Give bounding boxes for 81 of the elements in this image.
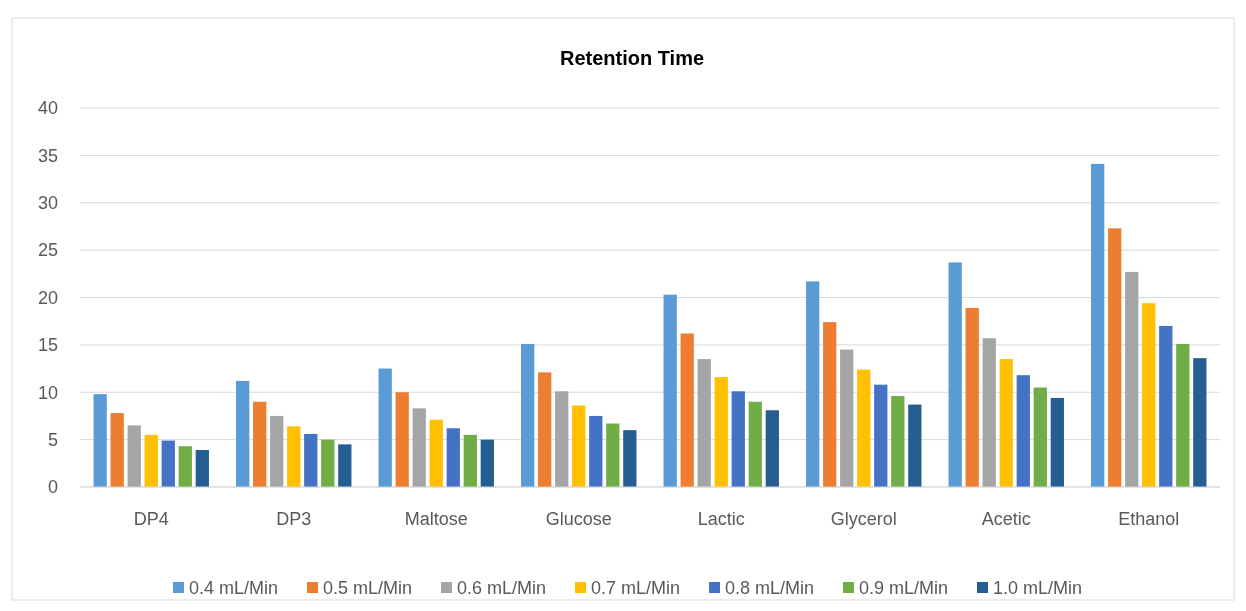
bar	[948, 262, 962, 487]
bar	[697, 359, 711, 487]
bar	[806, 281, 820, 487]
bar	[1125, 271, 1139, 487]
bar	[908, 404, 922, 487]
x-tick-label: Glucose	[545, 509, 612, 529]
bar	[1193, 358, 1207, 487]
bar	[446, 428, 460, 487]
bar	[589, 415, 603, 487]
legend-label: 0.6 mL/Min	[457, 578, 547, 599]
bar	[714, 377, 728, 487]
y-tick-label: 5	[47, 429, 58, 450]
bar	[1159, 325, 1173, 487]
bar	[555, 391, 569, 487]
bar	[161, 440, 175, 487]
bar	[463, 434, 477, 487]
bar	[874, 384, 888, 487]
x-tick-label: Glycerol	[830, 509, 897, 529]
legend-label: 0.7 mL/Min	[591, 578, 681, 599]
bar	[606, 423, 620, 487]
x-tick-label: Acetic	[981, 509, 1031, 529]
bar	[321, 439, 335, 487]
bar	[144, 434, 158, 487]
bar	[521, 343, 535, 487]
bar	[236, 380, 250, 487]
bar	[287, 426, 301, 487]
bar	[891, 396, 905, 487]
bar	[1091, 163, 1105, 487]
legend-label: 0.5 mL/Min	[323, 578, 413, 599]
bar	[270, 415, 284, 487]
bar	[1016, 375, 1030, 487]
bar	[93, 394, 107, 487]
bar	[765, 410, 779, 487]
bar	[623, 430, 637, 487]
bar	[999, 359, 1013, 487]
legend-label: 0.8 mL/Min	[725, 578, 815, 599]
legend-label: 0.4 mL/Min	[189, 578, 279, 599]
bar	[748, 401, 762, 487]
bar	[412, 408, 426, 487]
bar	[1108, 228, 1122, 487]
bar	[253, 401, 267, 487]
bar	[178, 446, 192, 487]
x-tick-label: Maltose	[404, 509, 468, 529]
x-tick-label: DP4	[133, 509, 169, 529]
x-tick-label: Ethanol	[1118, 509, 1180, 529]
bar	[304, 433, 318, 487]
y-tick-label: 30	[37, 193, 58, 214]
bar	[823, 322, 837, 487]
bar	[965, 307, 979, 487]
x-tick-label: DP3	[276, 509, 312, 529]
bar	[378, 368, 392, 487]
bar	[982, 338, 996, 487]
bar	[538, 372, 552, 487]
y-tick-label: 10	[37, 382, 58, 403]
legend-label: 0.9 mL/Min	[859, 578, 949, 599]
y-tick-label: 20	[37, 287, 58, 308]
bar	[731, 391, 745, 487]
bar	[338, 444, 352, 487]
bar	[480, 439, 494, 487]
y-tick-label: 15	[37, 335, 58, 356]
bar	[395, 392, 409, 487]
chart-title: Retention Time	[559, 47, 705, 69]
bar	[1033, 387, 1047, 487]
bar	[840, 349, 854, 487]
bar	[1142, 303, 1156, 487]
bar	[663, 294, 677, 487]
bar	[1050, 397, 1064, 487]
y-tick-label: 25	[37, 240, 58, 261]
bar	[127, 425, 141, 487]
y-tick-label: 0	[47, 477, 58, 498]
bar	[429, 419, 443, 487]
bar	[572, 405, 586, 487]
y-tick-label: 35	[37, 145, 58, 166]
legend-label: 1.0 mL/Min	[993, 578, 1083, 599]
bar	[680, 333, 694, 487]
bar	[195, 450, 209, 487]
bar	[857, 369, 871, 487]
bar	[1176, 343, 1190, 487]
bar	[110, 413, 124, 487]
y-tick-label: 40	[37, 98, 58, 119]
x-tick-label: Lactic	[697, 509, 745, 529]
